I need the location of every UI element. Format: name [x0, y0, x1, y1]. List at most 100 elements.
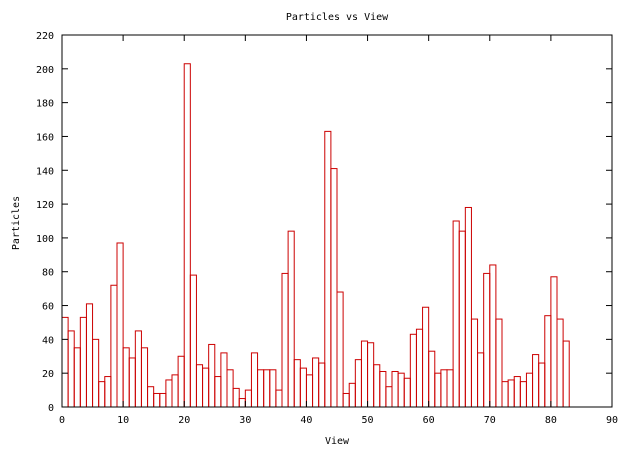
- x-tick-label: 90: [606, 415, 618, 426]
- bar: [477, 352, 485, 408]
- y-axis-label: Particles: [11, 196, 22, 250]
- bar: [385, 386, 393, 408]
- bar: [550, 276, 558, 408]
- plot-frame: [61, 34, 613, 408]
- bar: [299, 367, 307, 408]
- bar: [501, 381, 509, 408]
- bar: [556, 318, 564, 408]
- y-tick-label: 40: [42, 335, 54, 346]
- bar: [458, 230, 466, 408]
- y-tick-label: 20: [42, 369, 54, 380]
- bar: [409, 333, 417, 408]
- bar: [147, 386, 155, 408]
- bar: [275, 389, 283, 408]
- bar: [293, 359, 301, 408]
- y-tick-label: 180: [36, 99, 54, 110]
- bar: [489, 264, 497, 408]
- bar: [220, 352, 228, 408]
- bar: [67, 330, 75, 408]
- y-tick-label: 100: [36, 234, 54, 245]
- bars-layer: [61, 63, 570, 408]
- bar: [189, 274, 197, 408]
- chart-title: Particles vs View: [286, 12, 389, 23]
- x-tick-label: 10: [117, 415, 129, 426]
- bar: [373, 364, 381, 408]
- bar: [269, 369, 277, 408]
- bar: [495, 318, 503, 408]
- bar: [244, 389, 252, 408]
- y-tick-label: 160: [36, 132, 54, 143]
- x-tick-label: 0: [59, 415, 65, 426]
- bar: [483, 272, 491, 408]
- y-tick-label: 60: [42, 302, 54, 313]
- x-tick-label: 30: [239, 415, 251, 426]
- bar: [422, 306, 430, 408]
- bar: [507, 379, 515, 408]
- bar: [434, 372, 442, 408]
- bar: [330, 168, 338, 408]
- bar: [336, 291, 344, 408]
- bar: [446, 369, 454, 408]
- bar: [116, 242, 124, 408]
- bar: [208, 343, 216, 408]
- bar: [403, 377, 411, 408]
- bar: [367, 342, 375, 408]
- bar: [159, 392, 167, 408]
- bar: [305, 374, 314, 408]
- x-tick-label: 80: [545, 415, 557, 426]
- y-tick-label: 220: [36, 31, 54, 42]
- bar: [348, 382, 356, 408]
- y-tick-label: 200: [36, 65, 54, 76]
- y-tick-label: 0: [48, 403, 54, 414]
- bar: [440, 369, 448, 408]
- x-tick-label: 70: [484, 415, 496, 426]
- bar: [324, 130, 332, 408]
- bar: [85, 303, 94, 408]
- bar: [104, 376, 112, 408]
- bar: [232, 387, 240, 408]
- bar: [134, 330, 142, 408]
- bar: [532, 354, 540, 408]
- bar: [391, 370, 399, 408]
- bar: [61, 316, 69, 408]
- bar: [214, 376, 222, 408]
- bar: [519, 381, 527, 408]
- x-tick-label: 20: [178, 415, 190, 426]
- bar: [128, 357, 136, 408]
- bar: [354, 359, 362, 408]
- bar: [379, 370, 387, 408]
- bar: [464, 206, 472, 408]
- bar: [257, 369, 265, 408]
- y-tick-label: 120: [36, 200, 54, 211]
- bar: [177, 355, 185, 408]
- bar: [195, 364, 204, 408]
- x-tick-label: 40: [300, 415, 312, 426]
- bar: [165, 379, 173, 408]
- bar: [470, 318, 479, 408]
- bar: [281, 272, 289, 408]
- bar: [122, 347, 130, 408]
- bar: [202, 367, 210, 408]
- bar: [153, 392, 161, 408]
- bar: [73, 347, 81, 408]
- bar: [287, 230, 295, 408]
- bar: [263, 369, 271, 408]
- x-tick-label: 50: [362, 415, 374, 426]
- bar: [397, 372, 405, 408]
- bar: [140, 347, 149, 408]
- bar: [538, 362, 546, 408]
- bar: [318, 362, 326, 408]
- bar: [171, 374, 179, 408]
- y-tick-label: 80: [42, 268, 54, 279]
- bar: [452, 220, 460, 408]
- bar: [415, 328, 424, 408]
- bar: [360, 340, 369, 408]
- bar: [428, 350, 436, 408]
- bar: [525, 372, 534, 408]
- bar: [562, 340, 570, 408]
- bar: [312, 357, 320, 408]
- bar: [238, 398, 246, 408]
- bar: [110, 284, 118, 408]
